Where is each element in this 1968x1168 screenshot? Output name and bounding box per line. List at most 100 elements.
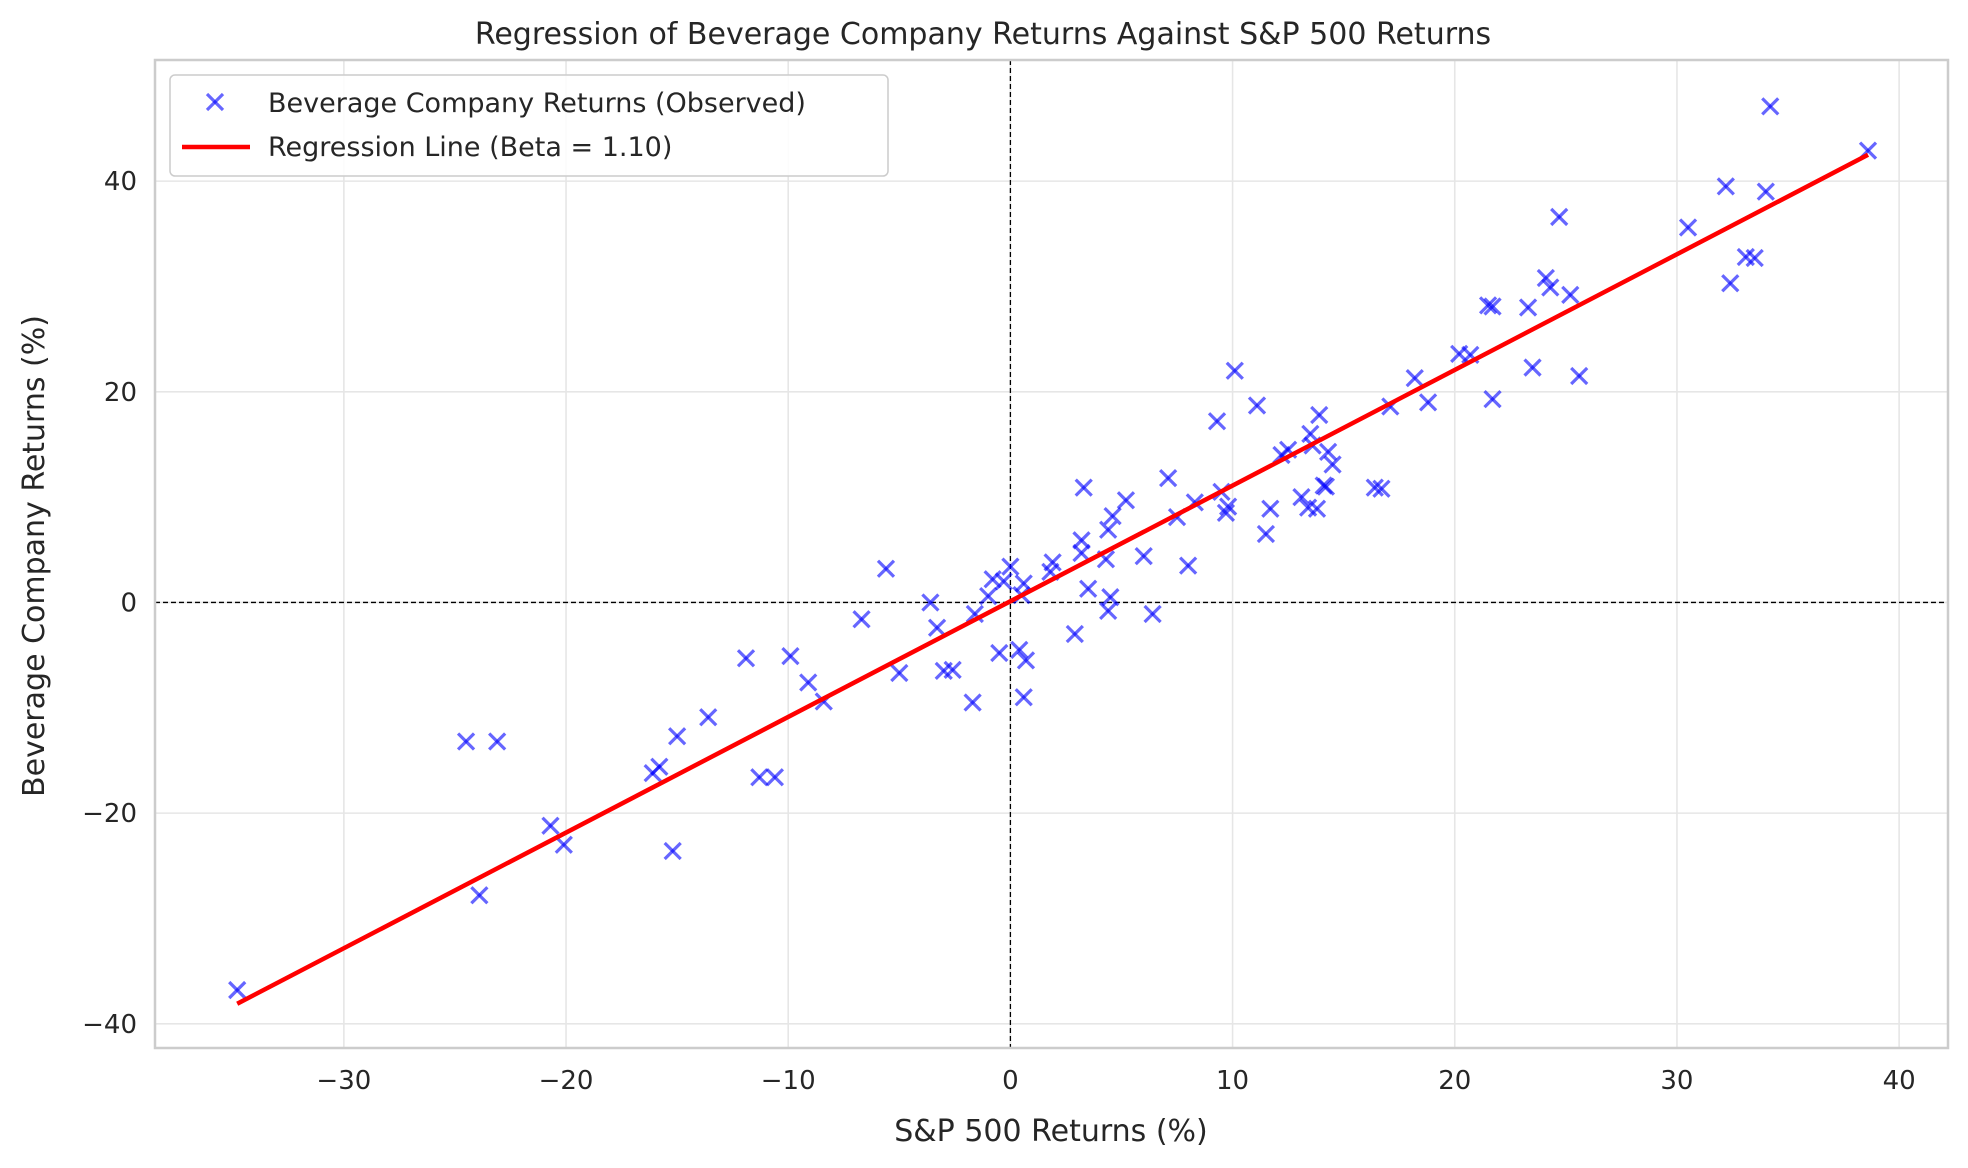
legend-label-observed: Beverage Company Returns (Observed) bbox=[268, 88, 806, 119]
regression-line-layer bbox=[236, 152, 1870, 1006]
x-axis-label: S&P 500 Returns (%) bbox=[894, 1114, 1208, 1149]
x-tick-label: 10 bbox=[1216, 1066, 1249, 1096]
legend: Beverage Company Returns (Observed) Regr… bbox=[169, 74, 889, 177]
data-point bbox=[1207, 412, 1227, 431]
data-point bbox=[1179, 556, 1198, 575]
data-point bbox=[1219, 497, 1238, 516]
data-point bbox=[1523, 358, 1542, 377]
chart-title: Regression of Beverage Company Returns A… bbox=[475, 17, 1491, 52]
data-point bbox=[1716, 177, 1735, 196]
y-tick-label: −20 bbox=[82, 799, 137, 829]
x-tick-label: −10 bbox=[761, 1066, 816, 1096]
data-point bbox=[1756, 182, 1775, 201]
legend-label-regression: Regression Line (Beta = 1.10) bbox=[268, 132, 672, 163]
data-point bbox=[876, 559, 896, 578]
data-point bbox=[1016, 651, 1036, 670]
data-point bbox=[1014, 688, 1033, 707]
data-point bbox=[979, 587, 998, 606]
data-point bbox=[781, 647, 800, 666]
data-point bbox=[1247, 396, 1267, 415]
data-point bbox=[1323, 455, 1342, 474]
y-tick-label: 40 bbox=[104, 167, 137, 197]
data-point bbox=[1318, 442, 1338, 461]
data-point bbox=[927, 618, 947, 637]
data-point bbox=[1079, 579, 1098, 598]
data-point bbox=[1307, 499, 1327, 518]
data-point bbox=[1001, 557, 1020, 576]
observed-points bbox=[228, 97, 1878, 1000]
legend-marker-x-icon bbox=[205, 92, 225, 112]
data-point bbox=[890, 663, 909, 683]
x-tick-label: 30 bbox=[1660, 1066, 1693, 1096]
data-point bbox=[1418, 393, 1438, 412]
y-axis-label: Beverage Company Returns (%) bbox=[17, 315, 52, 797]
data-point bbox=[228, 980, 247, 1000]
data-point bbox=[765, 768, 785, 787]
data-point bbox=[1518, 298, 1538, 317]
data-point bbox=[1256, 524, 1276, 544]
y-tick-labels: −40 −20 0 20 40 bbox=[82, 167, 137, 1040]
data-point bbox=[456, 732, 476, 751]
data-point bbox=[1570, 366, 1589, 386]
data-point bbox=[1225, 361, 1244, 380]
x-tick-labels: −30 −20 −10 0 10 20 30 40 bbox=[316, 1066, 1915, 1096]
data-point bbox=[750, 768, 769, 787]
data-point bbox=[699, 708, 718, 727]
data-point bbox=[1310, 405, 1329, 425]
regression-line bbox=[236, 152, 1870, 1006]
data-point bbox=[1761, 97, 1780, 116]
data-point bbox=[1159, 469, 1178, 488]
data-point bbox=[921, 593, 940, 612]
data-point bbox=[667, 727, 687, 746]
data-point bbox=[554, 835, 573, 854]
data-point bbox=[1536, 268, 1555, 288]
legend-box bbox=[169, 74, 889, 177]
data-point bbox=[1483, 390, 1502, 409]
data-point bbox=[1292, 487, 1311, 507]
x-tick-label: 40 bbox=[1883, 1066, 1916, 1096]
data-point bbox=[736, 649, 756, 668]
x-tick-label: −20 bbox=[539, 1066, 594, 1096]
data-point bbox=[852, 610, 871, 629]
data-point bbox=[1043, 553, 1062, 572]
data-point bbox=[1561, 285, 1580, 305]
x-tick-label: −30 bbox=[316, 1066, 371, 1096]
data-point bbox=[990, 643, 1009, 663]
data-point bbox=[1541, 278, 1560, 297]
y-tick-label: −40 bbox=[82, 1010, 137, 1040]
data-point bbox=[1099, 520, 1118, 539]
data-point bbox=[1483, 297, 1502, 316]
data-point bbox=[1103, 506, 1122, 526]
data-point bbox=[963, 693, 982, 712]
data-point bbox=[541, 816, 560, 835]
data-point bbox=[1550, 207, 1569, 227]
data-point bbox=[470, 886, 489, 905]
data-point bbox=[1678, 218, 1698, 237]
data-point bbox=[943, 660, 962, 679]
x-tick-label: 0 bbox=[1002, 1066, 1019, 1096]
data-point bbox=[488, 732, 507, 751]
data-point bbox=[799, 673, 818, 692]
data-point bbox=[1745, 248, 1764, 268]
data-point bbox=[1065, 624, 1084, 644]
data-point bbox=[1134, 546, 1153, 566]
data-point bbox=[1372, 479, 1391, 498]
data-point bbox=[1365, 478, 1384, 497]
plot-frame bbox=[153, 58, 1950, 1050]
data-point bbox=[1116, 491, 1136, 510]
data-point bbox=[1721, 274, 1740, 293]
y-tick-label: 20 bbox=[104, 378, 137, 408]
data-point bbox=[1261, 499, 1280, 518]
data-point bbox=[663, 841, 682, 861]
zero-reference-lines bbox=[155, 60, 1948, 1048]
data-point bbox=[650, 757, 669, 776]
data-point bbox=[994, 572, 1013, 591]
y-tick-label: 0 bbox=[120, 588, 137, 618]
data-point bbox=[1072, 531, 1091, 550]
data-point bbox=[1143, 604, 1162, 624]
data-point bbox=[1316, 477, 1336, 496]
data-point bbox=[1405, 368, 1424, 388]
data-point bbox=[1478, 296, 1498, 315]
